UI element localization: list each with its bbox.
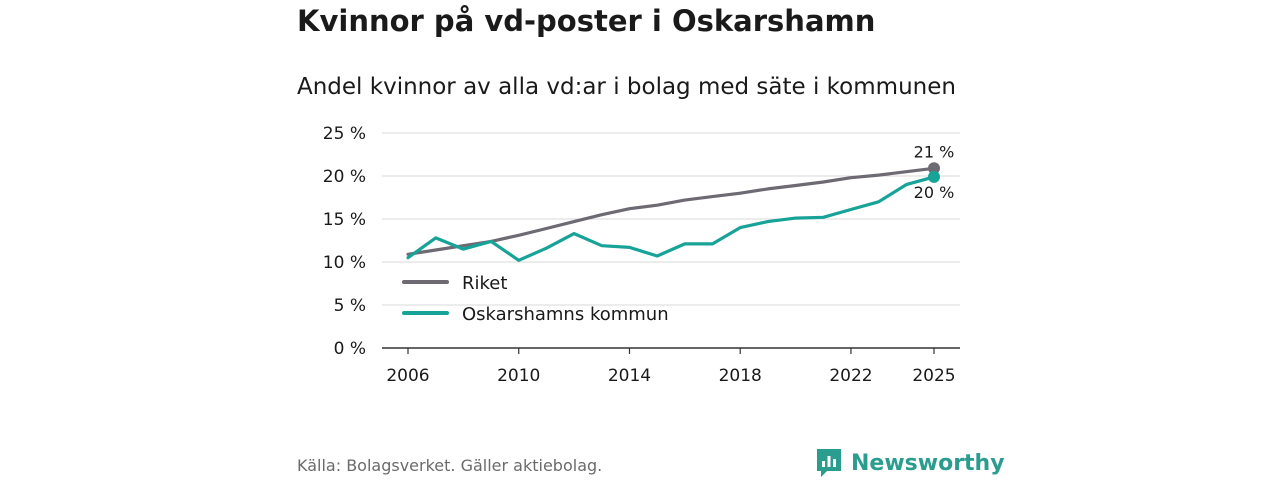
legend-label-0: Riket	[462, 273, 507, 294]
end-value-label-1: 20 %	[914, 183, 955, 202]
x-tick-label: 2006	[386, 366, 429, 386]
source-note: Källa: Bolagsverket. Gäller aktiebolag.	[297, 456, 603, 475]
y-tick-label: 20 %	[323, 167, 366, 187]
newsworthy-chart-icon	[817, 449, 841, 477]
brand-logo: Newsworthy	[815, 445, 1005, 481]
x-tick-label: 2014	[608, 366, 651, 386]
brand-name: Newsworthy	[851, 450, 1005, 476]
y-tick-label: 5 %	[334, 296, 366, 316]
series-line-1	[406, 175, 936, 262]
x-tick-label: 2025	[912, 366, 955, 386]
y-tick-label: 10 %	[323, 253, 366, 273]
legend: Riket Oskarshamns kommun	[402, 273, 669, 325]
legend-label-1: Oskarshamns kommun	[462, 304, 669, 325]
series-lines	[406, 166, 936, 262]
end-value-label-0: 21 %	[914, 142, 955, 161]
x-tick-label: 2010	[497, 366, 540, 386]
y-tick-label: 25 %	[323, 124, 366, 144]
series-line-0	[406, 166, 936, 256]
y-tick-label: 15 %	[323, 210, 366, 230]
y-tick-label: 0 %	[334, 339, 366, 359]
line-chart: 0 % 5 % 10 % 15 % 20 % 25 % 2006 2010 2014 2018 20…	[323, 124, 960, 386]
x-tick-label: 2022	[829, 366, 872, 386]
chart-title: Kvinnor på vd-poster i Oskarshamn	[297, 4, 876, 38]
x-tick-label: 2018	[719, 366, 762, 386]
end-marker-0	[928, 162, 940, 175]
end-markers: 21 % 20 %	[914, 142, 955, 202]
chart-subtitle: Andel kvinnor av alla vd:ar i bolag med …	[297, 74, 956, 100]
end-marker-1	[928, 170, 940, 183]
axes: 0 % 5 % 10 % 15 % 20 % 25 % 2006 2010 2014 2018 20…	[323, 124, 960, 386]
